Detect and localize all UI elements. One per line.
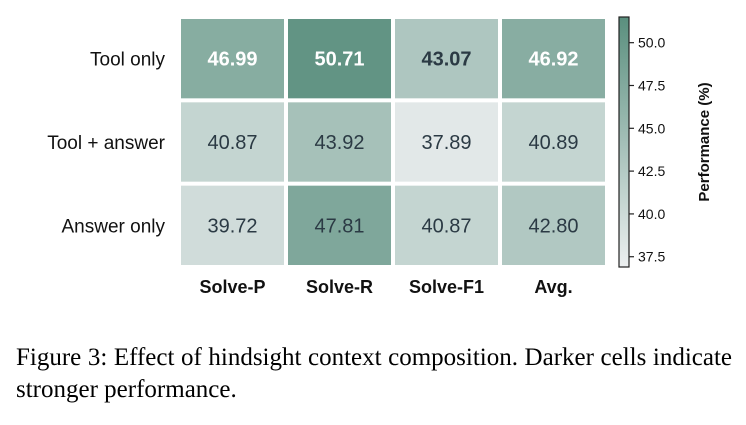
cell-value-label: 43.07: [421, 49, 471, 71]
figure-caption: Figure 3: Effect of hindsight context co…: [16, 344, 732, 403]
heatmap-cell: [288, 19, 391, 99]
row-label: Answer only: [62, 216, 166, 237]
colorbar-ticks: 37.5 40.0 42.5 45.0 47.5 50.0: [629, 35, 665, 265]
heatmap-cell: [181, 185, 284, 265]
column-labels: Solve-P Solve-R Solve-F1 Avg.: [199, 277, 572, 297]
cell-value-label: 42.80: [528, 215, 578, 237]
cell-value-label: 46.99: [207, 49, 257, 71]
colorbar-tick-label: 45.0: [638, 120, 665, 136]
heatmap-chart: 46.99 50.71 43.07 46.92 40.87 43.92 37.89 40.89…: [47, 16, 713, 297]
cell-value-label: 43.92: [314, 132, 364, 154]
column-label: Solve-F1: [409, 277, 484, 297]
heatmap-cell: [181, 19, 284, 99]
heatmap-cell: [181, 102, 284, 182]
colorbar-tick-label: 50.0: [638, 35, 665, 51]
heatmap-cell: [395, 102, 498, 182]
row-labels: Tool only Tool + answer Answer only: [47, 50, 165, 238]
colorbar-tick-label: 47.5: [638, 77, 665, 93]
column-label: Avg.: [534, 277, 572, 297]
column-label: Solve-R: [306, 277, 373, 297]
cell-value-label: 40.87: [421, 215, 471, 237]
heatmap-cells: 46.99 50.71 43.07 46.92 40.87 43.92 37.89 40.89…: [181, 19, 605, 265]
cell-value-label: 50.71: [314, 49, 364, 71]
cell-value-label: 39.72: [207, 215, 257, 237]
heatmap-cell: [395, 185, 498, 265]
colorbar-gradient: [618, 16, 630, 268]
heatmap-cell: [288, 185, 391, 265]
heatmap-cell: [502, 185, 605, 265]
colorbar-tick-label: 40.0: [638, 206, 665, 222]
cell-value-label: 40.89: [528, 132, 578, 154]
colorbar-title: Performance (%): [696, 82, 713, 201]
heatmap-cell: [502, 19, 605, 99]
heatmap-cell: [288, 102, 391, 182]
colorbar: 37.5 40.0 42.5 45.0 47.5 50.0 Performance (%): [618, 16, 713, 268]
row-label: Tool only: [90, 50, 165, 71]
heatmap-cell: [395, 19, 498, 99]
cell-value-label: 37.89: [421, 132, 471, 154]
row-label: Tool + answer: [47, 133, 165, 154]
colorbar-tick-label: 42.5: [638, 163, 665, 179]
colorbar-tick-label: 37.5: [638, 249, 665, 265]
cell-value-label: 40.87: [207, 132, 257, 154]
cell-value-label: 46.92: [528, 49, 578, 71]
column-label: Solve-P: [199, 277, 265, 297]
cell-value-label: 47.81: [314, 215, 364, 237]
heatmap-cell: [502, 102, 605, 182]
